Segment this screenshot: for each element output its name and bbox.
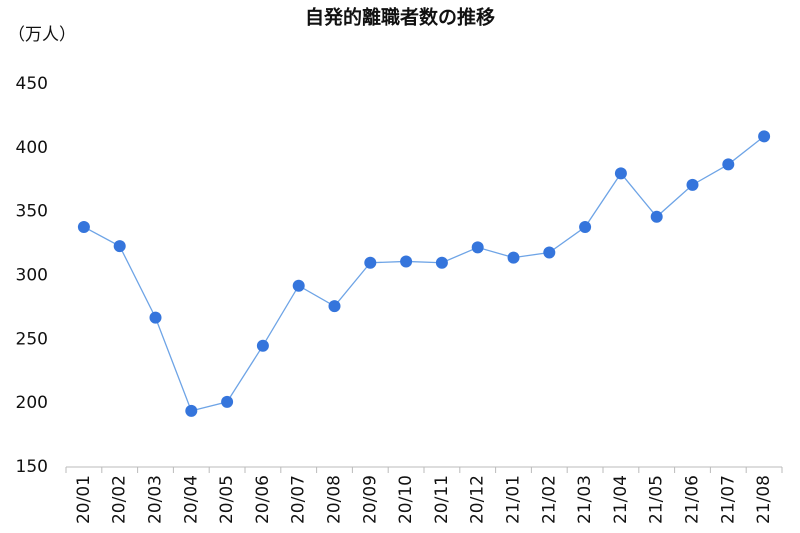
x-tick-label: 20/10 — [396, 475, 416, 524]
x-tick-label: 20/09 — [360, 475, 380, 524]
x-tick-label: 21/07 — [718, 475, 738, 524]
x-tick-label: 21/06 — [683, 475, 703, 524]
marker — [686, 178, 699, 191]
x-tick-label: 21/08 — [754, 475, 774, 524]
marker — [579, 220, 592, 233]
x-tick-label: 20/07 — [289, 475, 309, 524]
marker — [185, 404, 198, 417]
marker — [650, 210, 663, 223]
y-tick-label: 450 — [16, 74, 48, 94]
line — [83, 135, 765, 412]
y-axis-label: （万人） — [8, 25, 76, 45]
y-tick-label: 300 — [16, 266, 48, 286]
marker — [400, 255, 413, 268]
marker — [543, 246, 556, 259]
marker — [149, 311, 162, 324]
marker — [364, 256, 377, 269]
x-tick-label: 21/05 — [647, 475, 667, 524]
marker — [328, 300, 341, 313]
marker — [292, 279, 305, 292]
x-tick-label: 20/06 — [253, 475, 273, 524]
marker — [221, 395, 234, 408]
y-tick-label: 200 — [16, 393, 48, 413]
y-tick-label: 250 — [16, 329, 48, 349]
chart-title: 自発的離職者数の推移 — [305, 6, 495, 29]
x-tick-label: 21/01 — [504, 475, 524, 524]
x-tick-label: 21/03 — [575, 475, 595, 524]
marker — [507, 251, 520, 264]
marker — [471, 241, 484, 254]
x-tick-label: 21/04 — [611, 475, 631, 524]
y-tick-label: 350 — [16, 202, 48, 222]
x-tick-label: 20/11 — [432, 475, 452, 524]
x-tick-label: 20/02 — [110, 475, 130, 524]
marker — [256, 339, 269, 352]
x-tick-label: 21/02 — [539, 475, 559, 524]
x-tick-label: 20/01 — [74, 475, 94, 524]
marker — [77, 220, 90, 233]
x-tick-label: 20/08 — [325, 475, 345, 524]
x-tick-label: 20/05 — [217, 475, 237, 524]
y-tick-label: 150 — [16, 457, 48, 477]
x-tick-label: 20/03 — [146, 475, 166, 524]
marker — [113, 240, 126, 253]
y-tick-label: 400 — [16, 138, 48, 158]
marker — [435, 256, 448, 269]
x-tick-label: 20/04 — [181, 475, 201, 524]
marker — [722, 158, 735, 171]
marker — [614, 167, 627, 180]
marker — [758, 130, 771, 143]
x-tick-label: 20/12 — [468, 475, 488, 524]
